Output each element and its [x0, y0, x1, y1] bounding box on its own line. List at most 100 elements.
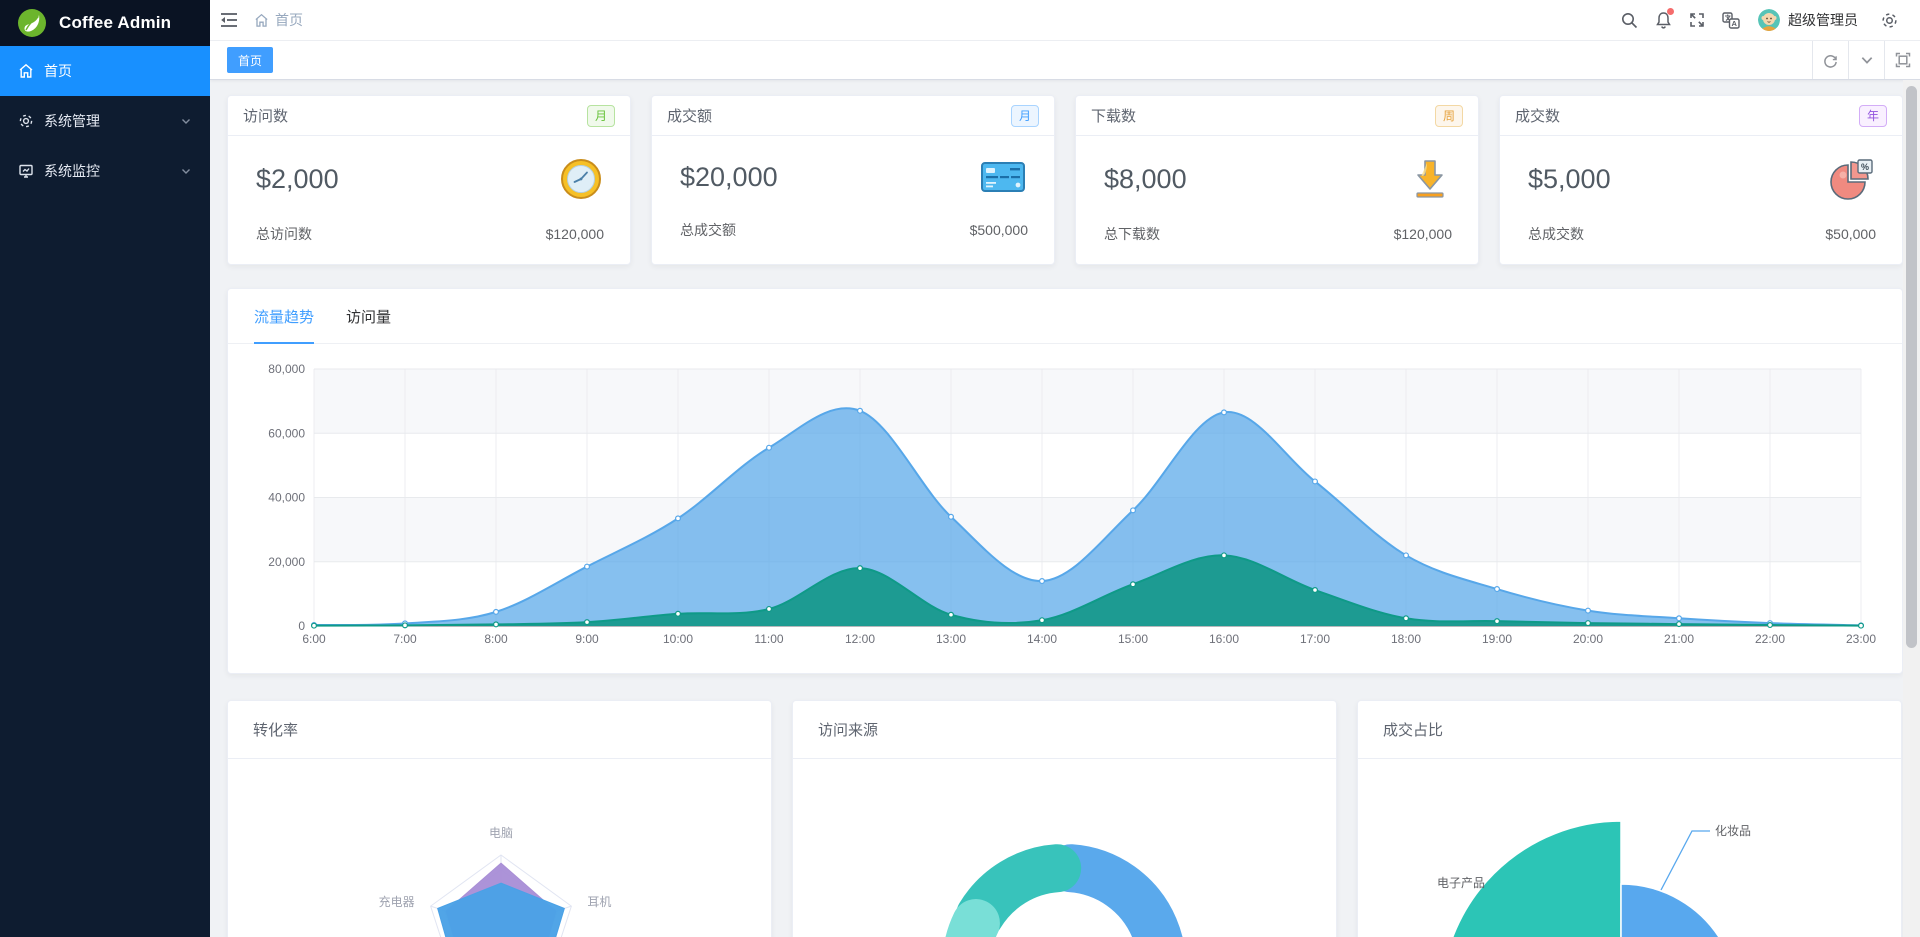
sidebar-item-system-monitor[interactable]: 系统监控: [0, 146, 210, 196]
download-icon: [1416, 160, 1444, 198]
settings-gear-icon: [1881, 12, 1897, 28]
svg-text:电子产品: 电子产品: [1437, 876, 1485, 890]
panel-title: 访问来源: [793, 701, 1336, 759]
tab-visit-volume[interactable]: 访问量: [346, 308, 392, 326]
stat-title: 成交数: [1515, 108, 1561, 125]
refresh-icon: [1824, 54, 1837, 68]
breadcrumb-item: 首页: [275, 12, 303, 28]
svg-text:A: A: [1731, 19, 1737, 28]
period-badge: 周: [1434, 104, 1463, 127]
stat-title: 访问数: [243, 108, 289, 125]
current-user-name[interactable]: 超级管理员: [1788, 12, 1858, 28]
stat-card-transaction-amount: 成交额 月 $20,000 总成交额 $500,000: [651, 95, 1055, 265]
maximize-icon: [1895, 52, 1910, 68]
page-scrollbar-track[interactable]: [1903, 80, 1920, 937]
sidebar-item-home[interactable]: 首页: [0, 46, 210, 96]
chevron-down-icon: [182, 169, 190, 174]
sidebar-collapse-button[interactable]: [210, 0, 248, 40]
refresh-button[interactable]: [1812, 41, 1848, 79]
svg-text:20:00: 20:00: [1573, 632, 1603, 646]
svg-text:10:00: 10:00: [663, 632, 693, 646]
panel-title: 成交占比: [1358, 701, 1901, 759]
svg-text:16:00: 16:00: [1209, 632, 1239, 646]
spring-leaf-logo-icon: [18, 9, 46, 37]
home-icon: [19, 63, 33, 78]
panel-title: 转化率: [228, 701, 771, 759]
tab-traffic-trend[interactable]: 流量趋势: [254, 289, 315, 344]
settings-button[interactable]: [1872, 0, 1906, 40]
visit-source-card: 访问来源: [792, 700, 1337, 937]
svg-text:13:00: 13:00: [936, 632, 966, 646]
breadcrumb[interactable]: 首页: [254, 10, 303, 30]
stat-value: $5,000: [1528, 163, 1611, 194]
conversion-rate-card: 转化率 电脑 耳机 充电器: [227, 700, 772, 937]
fullscreen-icon: [1690, 13, 1704, 27]
visit-source-donut-chart[interactable]: [793, 759, 1336, 937]
fold-menu-icon: [221, 13, 237, 27]
traffic-trend-area-chart[interactable]: 0 20,000 40,000 60,000 80,000 6:00 7:00 8:00 9:0…: [228, 344, 1902, 672]
page-scrollbar-thumb[interactable]: [1906, 86, 1917, 648]
svg-text:化妆品: 化妆品: [1715, 824, 1751, 838]
sidebar-item-label: 首页: [44, 63, 72, 79]
stat-footer-value: $120,000: [545, 226, 604, 242]
stat-footer-label: 总成交数: [1528, 226, 1584, 242]
stat-footer-label: 总访问数: [256, 226, 312, 242]
period-badge: 月: [1010, 104, 1039, 127]
stat-footer-value: $120,000: [1393, 226, 1452, 242]
notifications-button[interactable]: [1646, 0, 1680, 40]
stat-value: $20,000: [680, 161, 778, 192]
tags-view-bar: 首页: [210, 41, 1920, 80]
svg-text:17:00: 17:00: [1300, 632, 1330, 646]
fullscreen-button[interactable]: [1680, 0, 1714, 40]
stat-footer-label: 总下载数: [1104, 226, 1160, 242]
app-title: Coffee Admin: [59, 13, 172, 32]
top-navbar: 首页: [210, 0, 1920, 41]
stat-footer-label: 总成交额: [680, 222, 736, 238]
translate-icon: A: [1722, 11, 1740, 29]
avatar[interactable]: [1758, 9, 1780, 31]
stat-footer-value: $500,000: [969, 222, 1028, 238]
svg-text:18:00: 18:00: [1391, 632, 1421, 646]
home-icon: [255, 13, 268, 27]
navbar-actions: A 超级管理员: [1612, 0, 1920, 40]
app-logo[interactable]: Coffee Admin: [0, 0, 210, 46]
svg-text:22:00: 22:00: [1755, 632, 1785, 646]
svg-text:6:00: 6:00: [302, 632, 326, 646]
tags-toolbar: [1812, 41, 1920, 79]
svg-text:21:00: 21:00: [1664, 632, 1694, 646]
trend-tabs: 流量趋势 访问量: [228, 289, 1902, 344]
svg-text:60,000: 60,000: [268, 426, 305, 440]
avatar-image: [1758, 9, 1780, 31]
monitor-icon: [19, 164, 33, 178]
sidebar-item-label: 系统监控: [44, 163, 100, 179]
svg-text:40,000: 40,000: [268, 491, 305, 505]
svg-text:11:00: 11:00: [754, 632, 783, 646]
svg-text:19:00: 19:00: [1482, 632, 1512, 646]
period-badge: 年: [1858, 104, 1887, 127]
stat-value: $2,000: [256, 163, 339, 194]
traffic-trend-card: 流量趋势 访问量 0 20,000 40,000 60,000 80,000 6:00 7:…: [227, 288, 1903, 674]
sidebar-item-system-management[interactable]: 系统管理: [0, 96, 210, 146]
stat-footer-value: $50,000: [1825, 226, 1876, 242]
tab-options-button[interactable]: [1848, 41, 1884, 79]
stat-card-deals: 成交数 年 $5,000 % 总成交数 $50,000: [1499, 95, 1903, 265]
deal-share-card: 成交占比 化妆品电子产品: [1357, 700, 1902, 937]
svg-text:电脑: 电脑: [489, 826, 513, 840]
chevron-down-icon: [182, 119, 190, 124]
gear-icon: [19, 114, 33, 128]
bell-icon: [1655, 12, 1671, 29]
period-badge: 月: [586, 104, 615, 127]
notification-badge-dot: [1667, 8, 1674, 15]
pie-chart-icon: %: [1830, 159, 1873, 200]
stat-title: 成交额: [667, 108, 713, 125]
language-switch-button[interactable]: A: [1714, 0, 1748, 40]
search-button[interactable]: [1612, 0, 1646, 40]
credit-card-icon: [981, 162, 1025, 192]
tab-home[interactable]: 首页: [227, 47, 274, 73]
svg-text:14:00: 14:00: [1027, 632, 1057, 646]
svg-text:80,000: 80,000: [268, 362, 305, 376]
maximize-content-button[interactable]: [1884, 41, 1920, 79]
